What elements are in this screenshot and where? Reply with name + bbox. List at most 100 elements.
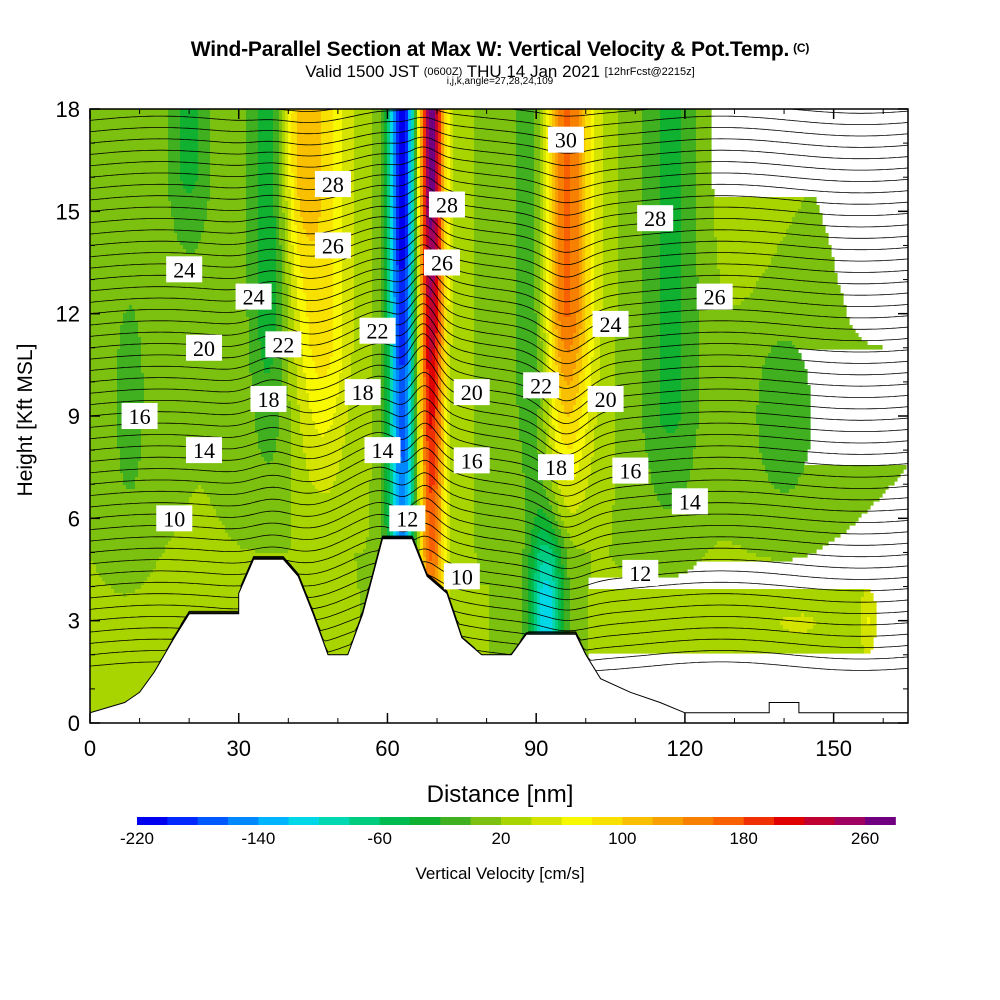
colorbar-segment	[440, 817, 472, 825]
theta-contour-line	[90, 538, 908, 590]
x-tick-label: 150	[815, 736, 852, 761]
colorbar-segment	[410, 817, 441, 825]
contour-label: 20	[453, 379, 490, 406]
colorbar-tick-label: -220	[120, 829, 154, 848]
terrain-profile	[89, 538, 909, 724]
colorbar-segment	[531, 817, 563, 825]
y-tick-label: 12	[56, 302, 80, 327]
theta-contour-line	[90, 323, 908, 402]
theta-contour-line	[90, 410, 908, 476]
x-tick-label: 120	[667, 736, 704, 761]
colorbar-title: Vertical Velocity [cm/s]	[415, 864, 585, 883]
contour-label: 14	[364, 437, 401, 464]
contour-label: 18	[538, 454, 575, 481]
colorbar-tick-label: 180	[729, 829, 757, 848]
theta-contour-line	[90, 67, 908, 80]
theta-contour-line	[90, 535, 908, 580]
colorbar-segment	[834, 817, 866, 825]
contour-label: 24	[166, 256, 203, 283]
colorbar-segment	[258, 817, 290, 825]
colorbar-segment	[349, 817, 381, 825]
colorbar-segment	[865, 817, 896, 825]
contour-label: 28	[314, 171, 351, 198]
colorbar-segment	[379, 817, 411, 825]
colorbar-tick-label: 20	[492, 829, 511, 848]
y-axis-label: Height [Kft MSL]	[14, 343, 37, 497]
theta-contour-line	[90, 536, 908, 611]
theta-contour-line	[90, 77, 908, 91]
theta-contour-line	[90, 293, 908, 365]
colorbar-segment	[197, 817, 229, 825]
colorbar-tick-label: -60	[367, 829, 392, 848]
colorbar-segment	[137, 817, 168, 825]
theta-contour-line	[90, 215, 908, 265]
theta-contour-line	[90, 185, 908, 228]
theta-contour-line	[90, 116, 908, 142]
theta-contour-line	[90, 522, 908, 569]
theta-contour-line	[90, 422, 908, 487]
colorbar-segment	[683, 817, 714, 825]
colorbar-segment	[228, 817, 259, 825]
contour-label: 12	[389, 505, 426, 532]
theta-contour-line	[90, 535, 908, 601]
contour-label: 16	[121, 403, 158, 429]
colorbar-tick-label: -140	[241, 829, 275, 848]
contour-label: 16	[612, 457, 649, 484]
contour-labels: 10 10 12 12 14 14 14 16 16 16 18 18 18 20 20 20 22 22 22 24…	[121, 126, 733, 590]
contour-label: 10	[443, 563, 480, 590]
theta-contours	[90, 67, 908, 672]
colorbar-segment	[319, 817, 350, 825]
theta-contour-line	[90, 195, 908, 241]
theta-contour-line	[90, 234, 908, 290]
theta-contour-line	[90, 176, 908, 216]
colorbar-segment	[622, 817, 654, 825]
theta-contour-line	[90, 472, 908, 528]
valid-utc: (0600Z)	[423, 66, 463, 78]
contour-label: 20	[587, 385, 624, 412]
contour-label: 26	[423, 249, 460, 276]
contour-label: 22	[265, 331, 302, 358]
contour-label: 14	[671, 488, 708, 515]
theta-contour-line	[90, 136, 908, 166]
y-tick-label: 6	[68, 506, 80, 531]
theta-contour-line	[90, 244, 908, 303]
theta-contour-line	[90, 263, 908, 327]
theta-contour-line	[90, 166, 908, 204]
colorbar-segment	[167, 817, 199, 825]
valid-time: Valid 1500 JST	[305, 62, 419, 81]
theta-contour-line	[90, 273, 908, 340]
x-tick-label: 90	[524, 736, 548, 761]
valid-date: THU 14 Jan 2021	[466, 62, 600, 81]
colorbar-segment	[501, 817, 532, 825]
colorbar-segment	[592, 817, 623, 825]
theta-contour-line	[90, 313, 908, 389]
contour-label: 30	[547, 126, 584, 153]
contour-label: 28	[428, 191, 465, 218]
terrain	[89, 538, 909, 724]
y-tick-label: 3	[68, 609, 80, 634]
theta-contour-line	[90, 371, 908, 445]
contour-label: 28	[637, 205, 674, 232]
theta-contour-line	[90, 333, 908, 414]
y-tick-label: 15	[56, 199, 80, 224]
theta-contour-line	[90, 447, 908, 507]
contour-label: 22	[523, 372, 560, 399]
forecast-info: [12hrFcst@2215z]	[604, 66, 695, 78]
theta-contour-line	[90, 345, 908, 425]
theta-contour-line	[90, 536, 908, 651]
theta-contour-line	[90, 87, 908, 103]
contour-label: 24	[592, 310, 629, 337]
y-tick-label: 18	[56, 97, 80, 122]
colorbar-segment	[743, 817, 775, 825]
colorbar-segment	[804, 817, 836, 825]
theta-contour-line	[90, 535, 908, 641]
contour-label: 16	[453, 447, 490, 474]
theta-contour-line	[90, 146, 908, 179]
y-tick-label: 0	[68, 711, 80, 736]
colorbar: -220 -140 -60 20 100 180 260	[120, 817, 896, 848]
theta-contour-line	[90, 156, 908, 191]
theta-contour-line	[90, 283, 908, 352]
x-tick-label: 30	[226, 736, 250, 761]
theta-contour-line	[90, 358, 908, 435]
